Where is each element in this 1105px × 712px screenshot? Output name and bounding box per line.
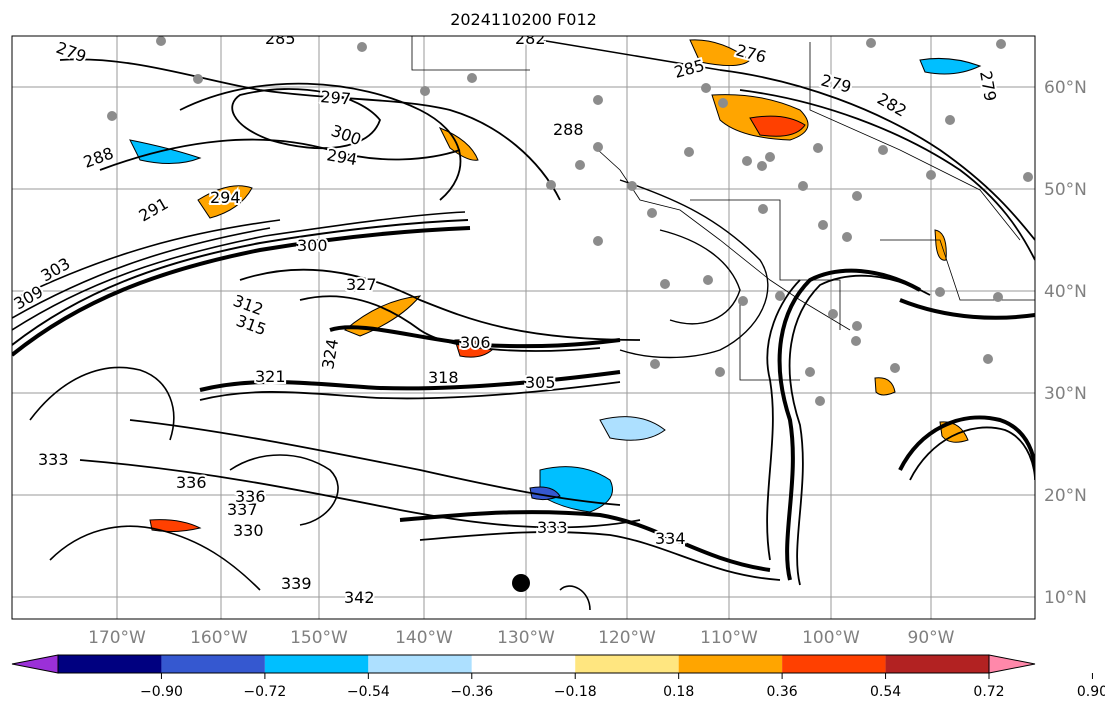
latitude-axis: 10°N 20°N 30°N 40°N 50°N 60°N — [1044, 78, 1087, 608]
colorbar-cell — [885, 655, 989, 673]
contour-label: 334 — [655, 529, 686, 548]
contour-label: 305 — [525, 373, 556, 392]
map-title: 2024110200 F012 — [450, 10, 597, 29]
contour-label: 330 — [233, 521, 264, 540]
colorbar-tick-label: −0.54 — [347, 684, 390, 700]
contour-label: 342 — [344, 588, 375, 607]
contour-label: 336 — [176, 473, 207, 492]
lat-label: 30°N — [1044, 384, 1087, 404]
colorbar-cell — [678, 655, 783, 673]
station-markers — [107, 36, 1033, 406]
contour-label: 306 — [460, 333, 491, 352]
contour-label-halo: 321 — [255, 367, 286, 386]
colorbar-tick-label: 0.18 — [663, 684, 694, 700]
contour-label: 300 — [297, 236, 328, 255]
contour-label-halo: 339 — [281, 574, 312, 593]
contour-label-halo: 294 — [325, 145, 358, 169]
shaded-anomaly-regions — [129, 39, 982, 533]
colorbar-tick-label: −0.72 — [243, 684, 286, 700]
contour-label-halo: 305 — [525, 373, 556, 392]
contour-label-halo: 333 — [38, 450, 69, 469]
contour-label: 339 — [281, 574, 312, 593]
lat-label: 60°N — [1044, 78, 1087, 98]
contour-label: 297 — [320, 87, 352, 109]
contour-label-halo: 282 — [515, 29, 546, 48]
lon-label: 140°W — [395, 628, 453, 648]
contour-label-halo: 334 — [655, 529, 686, 548]
contour-label-halo: 337 — [227, 500, 258, 519]
graticule — [12, 36, 1035, 619]
contour-label: 327 — [346, 275, 377, 294]
black-marker — [512, 574, 530, 592]
lat-label: 50°N — [1044, 180, 1087, 200]
contour-label-halo: 336 — [176, 473, 207, 492]
isentrope-contours — [12, 39, 1035, 611]
contour-label-halo: 285 — [265, 29, 296, 48]
contour-label: 333 — [38, 450, 69, 469]
lon-label: 120°W — [598, 628, 656, 648]
contour-label-halo: 327 — [346, 275, 377, 294]
contour-label-halo: 318 — [428, 368, 459, 387]
contour-label-halo: 333 — [537, 518, 568, 537]
colorbar-max-arrow — [988, 654, 1036, 674]
colorbar-tick-label: 0.90 — [1077, 684, 1105, 700]
contour-label: 288 — [553, 120, 584, 139]
lat-label: 10°N — [1044, 588, 1087, 608]
lon-label: 170°W — [88, 628, 146, 648]
colorbar-cell — [264, 655, 369, 673]
colorbar-cell — [782, 655, 886, 673]
colorbar-tick-label: −0.90 — [140, 684, 183, 700]
colorbar-cell — [161, 655, 265, 673]
lon-label: 100°W — [802, 628, 860, 648]
colorbar-tick-label: 0.36 — [767, 684, 798, 700]
contour-label-halo: 306 — [460, 333, 491, 352]
contour-label-halo: 342 — [344, 588, 375, 607]
contour-label: 294 — [210, 188, 241, 207]
contour-label: 333 — [537, 518, 568, 537]
contour-label-halo: 300 — [297, 236, 328, 255]
contour-label: 337 — [227, 500, 258, 519]
colorbar-cell — [471, 655, 576, 673]
contour-label-halo: 294 — [210, 188, 241, 207]
colorbar-cell — [368, 655, 472, 673]
lon-label: 150°W — [290, 628, 348, 648]
contour-label: 321 — [255, 367, 286, 386]
lon-label: 90°W — [908, 628, 955, 648]
contour-label-halo: 288 — [553, 120, 584, 139]
contour-label-halo: 297 — [320, 87, 352, 109]
colorbar-tick-label: 0.72 — [973, 684, 1004, 700]
colorbar-cell — [58, 655, 162, 673]
colorbar-tick-label: −0.36 — [450, 684, 493, 700]
colorbar-cell — [575, 655, 679, 673]
contour-label: 318 — [428, 368, 459, 387]
lon-label: 110°W — [700, 628, 758, 648]
contour-label-halo: 336 — [235, 487, 266, 506]
contour-label: 282 — [515, 29, 546, 48]
colorbar-tick-label: −0.18 — [554, 684, 597, 700]
contour-label: 336 — [235, 487, 266, 506]
longitude-axis: 170°W 160°W 150°W 140°W 130°W 120°W 110°… — [88, 628, 955, 648]
plot-frame — [11, 35, 1036, 620]
colorbar-min-arrow — [11, 654, 59, 674]
lon-label: 160°W — [190, 628, 248, 648]
lon-label: 130°W — [497, 628, 555, 648]
contour-label: 285 — [265, 29, 296, 48]
colorbar: −0.90 −0.72 −0.54 −0.36 −0.18 0.18 0.36 0.54 0.7… — [11, 654, 1105, 700]
lat-label: 20°N — [1044, 486, 1087, 506]
colorbar-tick-label: 0.54 — [870, 684, 901, 700]
contour-label-halo: 330 — [233, 521, 264, 540]
lat-label: 40°N — [1044, 282, 1087, 302]
